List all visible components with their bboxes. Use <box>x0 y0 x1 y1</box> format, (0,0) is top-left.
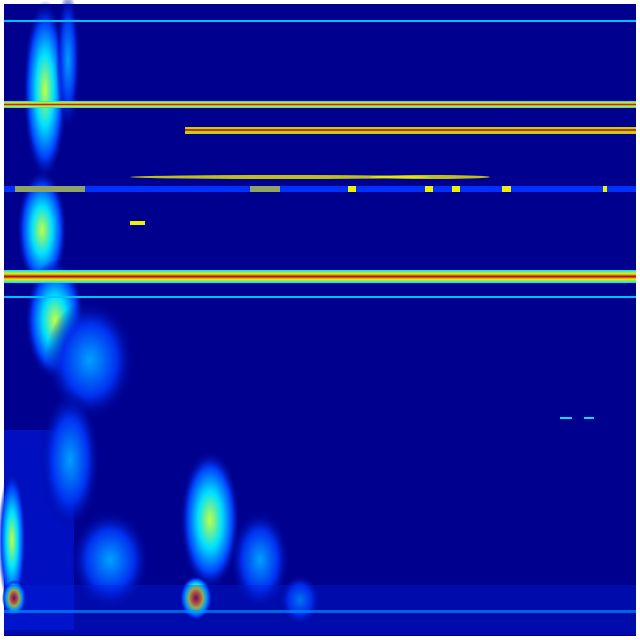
energy-blob <box>180 450 240 590</box>
band-top-cyan <box>4 20 636 22</box>
band-stripes <box>4 186 636 192</box>
band-upper <box>4 101 636 108</box>
stripe-segment <box>130 221 145 225</box>
stripe-segment <box>15 186 85 192</box>
energy-blob <box>70 510 150 610</box>
stripe-segment <box>603 186 607 192</box>
stripe-segment <box>452 186 460 192</box>
energy-blob <box>17 170 67 290</box>
faint-band <box>370 175 490 179</box>
band-dashed-core <box>185 129 636 131</box>
energy-blob <box>230 510 290 610</box>
bottom-line <box>4 610 636 613</box>
band-main-red <box>4 270 636 283</box>
energy-blob <box>40 390 100 530</box>
energy-blob <box>23 0 67 180</box>
band-lower-cyan <box>4 296 636 298</box>
faint-band <box>130 175 430 179</box>
hotspot <box>180 576 212 620</box>
small-mark <box>584 417 594 419</box>
energy-blob <box>45 300 135 420</box>
stripe-segment <box>425 186 433 192</box>
stripe-segment <box>250 186 280 192</box>
energy-blob <box>0 470 26 610</box>
stripe-segment <box>502 186 511 192</box>
energy-blob <box>56 0 80 130</box>
stripe-segment <box>348 186 356 192</box>
small-mark <box>560 417 572 419</box>
hotspot <box>2 580 26 616</box>
